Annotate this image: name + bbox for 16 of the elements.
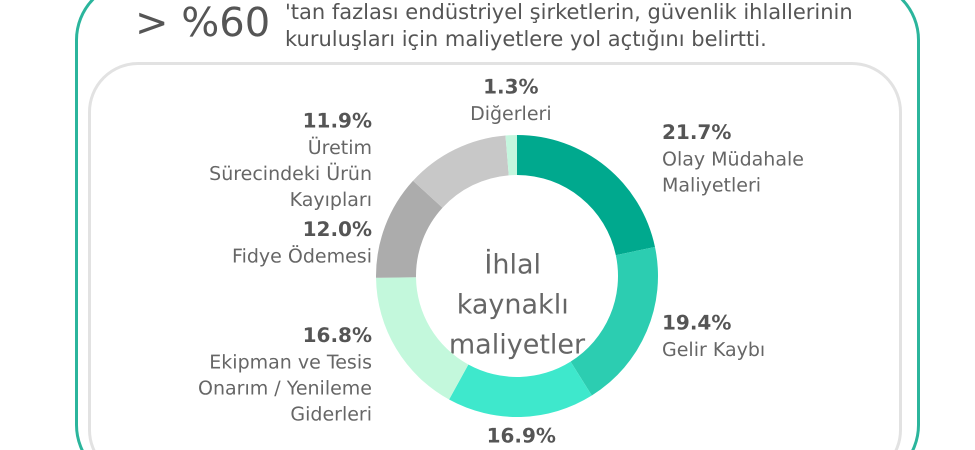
data-label: 16.9% bbox=[486, 424, 556, 448]
data-label: 12.0% bbox=[302, 216, 372, 241]
slice-label: Fidye Ödemesi bbox=[232, 244, 372, 268]
data-label: 11.9% bbox=[302, 108, 372, 132]
data-label: 16.8% bbox=[302, 323, 372, 348]
slice-label: Üretim Sürecindeki Ürün Kayıpları bbox=[209, 136, 372, 211]
data-label: 21.7% bbox=[662, 120, 732, 144]
slice-label: Olay Müdahale Maliyetleri bbox=[662, 148, 804, 196]
slice-label: Gelir Kaybı bbox=[662, 338, 766, 361]
text: 'tan fazlası endüstriyel şirketlerin, güvenlik ihlallerinin kuruluşları için maliyetlere yol açtığını belirtti. bbox=[285, 0, 854, 53]
text: > %60 bbox=[135, 0, 270, 46]
slice-label: Diğerleri bbox=[470, 103, 552, 125]
data-label: 1.3% bbox=[483, 74, 539, 98]
data-label: 19.4% bbox=[662, 310, 732, 334]
text: İhlal kaynaklı maliyetler bbox=[448, 248, 586, 360]
slice-label: Ekipman ve Tesis Onarım / Yenileme Giderleri bbox=[198, 352, 372, 426]
